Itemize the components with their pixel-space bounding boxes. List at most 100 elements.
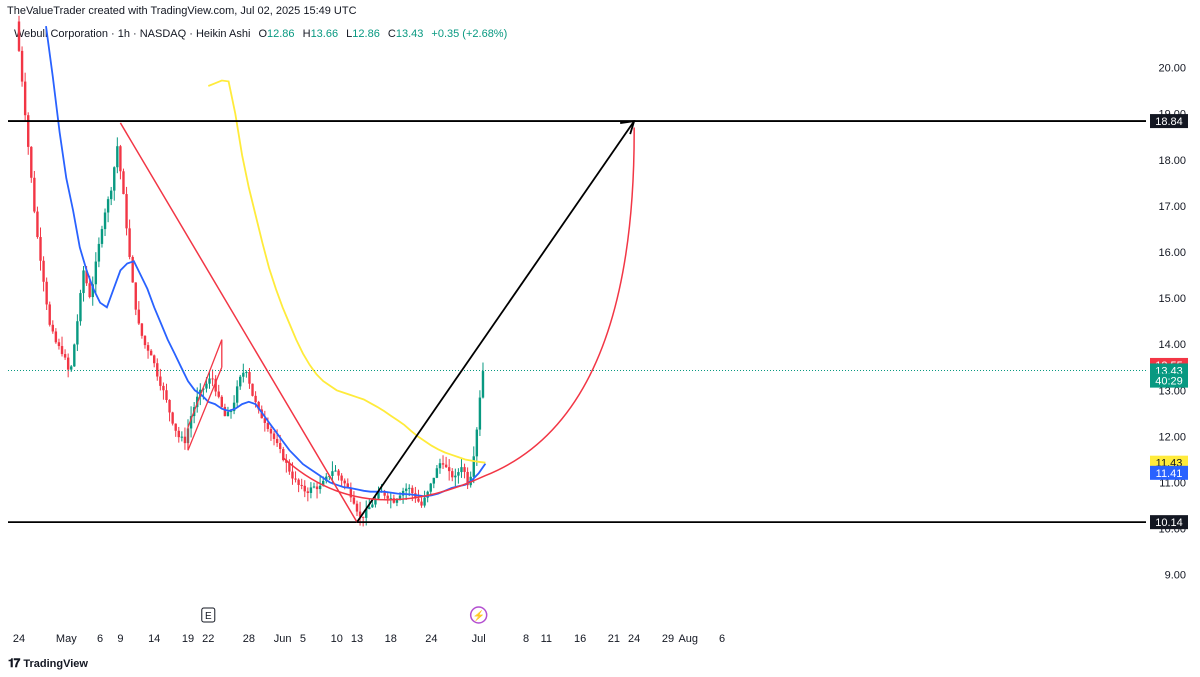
candle-body[interactable] — [20, 50, 24, 82]
candle-body[interactable] — [73, 344, 76, 367]
rounding-bottom-curve[interactable] — [282, 127, 635, 501]
candle-body[interactable] — [119, 146, 122, 172]
candle-body[interactable] — [214, 378, 217, 392]
candle-body[interactable] — [165, 390, 168, 400]
candle-body[interactable] — [39, 236, 42, 261]
candle-body[interactable] — [272, 433, 276, 439]
candle-body[interactable] — [131, 256, 134, 283]
candle-body[interactable] — [125, 194, 128, 229]
candle-body[interactable] — [229, 411, 233, 413]
candle-body[interactable] — [76, 321, 79, 345]
candle-body[interactable] — [85, 270, 88, 284]
candle-body[interactable] — [45, 281, 48, 305]
candle-body[interactable] — [346, 483, 349, 488]
candle-body[interactable] — [275, 438, 279, 444]
candle-body[interactable] — [183, 436, 187, 444]
candle-body[interactable] — [251, 383, 254, 396]
candle-body[interactable] — [386, 495, 389, 499]
candle-body[interactable] — [303, 485, 306, 492]
candle-body[interactable] — [472, 456, 475, 477]
candle-body[interactable] — [291, 471, 294, 479]
candle-body[interactable] — [42, 260, 45, 282]
candle-body[interactable] — [457, 472, 460, 476]
candle-body[interactable] — [54, 331, 58, 343]
price-axis[interactable]: 20.0019.0018.0017.0016.0015.0014.0013.00… — [1150, 63, 1188, 582]
candle-body[interactable] — [116, 146, 119, 168]
candle-body[interactable] — [383, 491, 386, 496]
candle-body[interactable] — [451, 471, 454, 478]
candle-body[interactable] — [432, 477, 436, 484]
resistance-price-badge[interactable] — [1150, 114, 1188, 129]
candle-body[interactable] — [441, 463, 445, 465]
candle-body[interactable] — [340, 475, 343, 481]
candle-body[interactable] — [168, 399, 171, 413]
candle-body[interactable] — [337, 470, 340, 476]
candle-body[interactable] — [100, 229, 104, 244]
candle-body[interactable] — [88, 283, 91, 298]
candle-body[interactable] — [189, 416, 193, 429]
earnings-icon[interactable] — [201, 607, 216, 623]
candle-body[interactable] — [481, 371, 485, 398]
candle-body[interactable] — [398, 495, 402, 500]
candle-body[interactable] — [109, 190, 113, 200]
candle-body[interactable] — [128, 228, 131, 257]
candle-body[interactable] — [180, 436, 184, 438]
candle-body[interactable] — [374, 498, 377, 505]
candle-body[interactable] — [156, 363, 159, 377]
candle-body[interactable] — [377, 492, 380, 499]
candle-body[interactable] — [358, 511, 362, 517]
countdown-price-badge[interactable] — [1150, 373, 1188, 388]
candle-body[interactable] — [134, 282, 137, 310]
candle-body[interactable] — [475, 429, 479, 457]
time-axis[interactable]: 24 May 6 9 14 19 22 28 Jun 5 10 13 18 24 Jul 8 11 16 21 24 2… — [13, 633, 725, 645]
candle-body[interactable] — [331, 471, 334, 476]
candle-body[interactable] — [153, 355, 156, 364]
candle-body[interactable] — [365, 509, 368, 518]
candle-body[interactable] — [33, 177, 36, 212]
candle-body[interactable] — [429, 483, 432, 492]
candle-body[interactable] — [36, 211, 39, 237]
candle-body[interactable] — [226, 412, 230, 417]
candle-body[interactable] — [27, 115, 30, 147]
candle-body[interactable] — [223, 406, 227, 417]
candle-body[interactable] — [146, 345, 150, 351]
candle-body[interactable] — [423, 497, 426, 506]
candle-body[interactable] — [444, 464, 448, 468]
candle-body[interactable] — [162, 385, 165, 391]
candle-body[interactable] — [282, 449, 285, 461]
candle-body[interactable] — [220, 396, 223, 407]
candle-body[interactable] — [318, 485, 322, 490]
flag-channel-line[interactable] — [187, 339, 223, 428]
candle-body[interactable] — [297, 479, 300, 485]
candle-body[interactable] — [294, 478, 297, 480]
candle-body[interactable] — [392, 498, 396, 503]
candle-body[interactable] — [106, 199, 110, 213]
candle-body[interactable] — [454, 475, 457, 478]
candle-body[interactable] — [266, 422, 270, 429]
candle-body[interactable] — [91, 284, 94, 298]
dividend-icon[interactable] — [469, 606, 488, 624]
symbol-legend[interactable]: Webull Corporation · 1h · NASDAQ · Heiki… — [14, 28, 507, 40]
candle-body[interactable] — [478, 397, 482, 430]
drawings[interactable] — [8, 119, 1146, 524]
candle-body[interactable] — [239, 376, 242, 387]
candle-body[interactable] — [235, 386, 239, 403]
candle-body[interactable] — [48, 304, 51, 325]
candle-body[interactable] — [325, 476, 328, 481]
candle-body[interactable] — [51, 324, 54, 332]
moving-average-slow[interactable] — [207, 79, 486, 464]
tradingview-brand[interactable]: 𝟏𝟕 TradingView — [8, 656, 88, 671]
candle-body[interactable] — [352, 497, 356, 504]
ma_fast-price-badge[interactable] — [1150, 465, 1188, 480]
candle-body[interactable] — [408, 487, 411, 489]
candle-body[interactable] — [103, 212, 107, 230]
candle-body[interactable] — [349, 487, 353, 498]
candle-body[interactable] — [438, 463, 442, 469]
candle-body[interactable] — [174, 423, 177, 431]
event-markers[interactable]: E ⚡ — [201, 606, 488, 624]
candle-body[interactable] — [63, 354, 67, 358]
candle-body[interactable] — [211, 378, 214, 380]
candle-body[interactable] — [248, 372, 251, 384]
candle-body[interactable] — [79, 293, 82, 322]
